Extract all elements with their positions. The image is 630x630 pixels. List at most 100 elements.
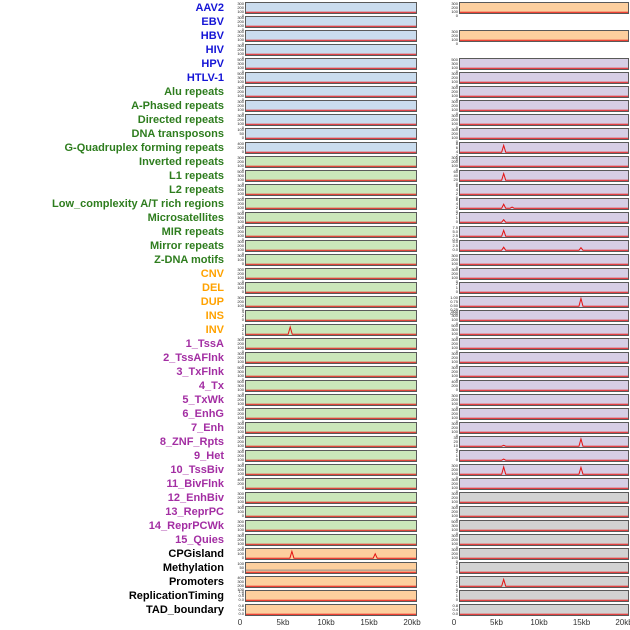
y-axis-tick-label: 100 [451, 9, 458, 14]
y-axis-ticks: 300 200 100 0 [417, 421, 459, 438]
signal-trace [246, 213, 416, 223]
y-axis-tick-label: 200 [451, 89, 458, 94]
y-axis-tick-label: 2 [455, 579, 458, 584]
y-axis-tick-label: 0 [455, 531, 458, 536]
y-axis-tick-label: 1 [455, 215, 458, 220]
track-row: AAV2 300 200 100 0 300 200 100 0 [0, 1, 630, 18]
track-label: 13_ReprPC [165, 506, 224, 518]
signal-trace [460, 73, 628, 83]
track-panel-right [459, 366, 629, 378]
y-axis-tick-label: 100 [451, 485, 458, 490]
track-panel-right [459, 450, 629, 462]
signal-trace [460, 227, 628, 237]
y-axis-tick-label: 200 [237, 397, 244, 402]
y-axis-tick-label: 100 [451, 471, 458, 476]
track-panel-right [459, 562, 629, 574]
x-axis-tick-label: 5kb [276, 618, 290, 627]
y-axis-tick-label: 0 [455, 83, 458, 88]
y-axis-tick-label: 0 [455, 111, 458, 116]
track-label: INV [205, 324, 224, 336]
track-panel-right [459, 338, 629, 350]
track-panel-left [245, 296, 417, 308]
track-label: Promoters [168, 576, 224, 588]
track-row: Mirror repeats 300 200 100 0 5.0 2.5 0.0 [0, 239, 630, 256]
track-panel-left [245, 366, 417, 378]
y-axis-tick-label: 200 [451, 5, 458, 10]
y-axis-tick-label: 100 [451, 359, 458, 364]
track-row: 3_TxFlnk 500 300 100 0 300 200 100 0 [0, 365, 630, 382]
y-axis-tick-label: 0 [241, 569, 244, 574]
y-axis-tick-label: 200 [451, 103, 458, 108]
y-axis-ticks: 300 200 100 0 [229, 183, 245, 200]
y-axis-tick-label: 100 [237, 561, 244, 566]
y-axis-ticks: 300 200 100 0 [229, 393, 245, 410]
y-axis-tick-label: 300 [237, 579, 244, 584]
track-row: L2 repeats 300 200 100 0 6 4 2 0 [0, 183, 630, 200]
y-axis-ticks: 0.8 0.4 0.0 [417, 603, 459, 617]
y-axis-tick-label: 100 [451, 429, 458, 434]
y-axis-ticks: 100 50 0 [229, 561, 245, 575]
track-panel-right [459, 72, 629, 84]
y-axis-tick-label: 300 [451, 351, 458, 356]
y-axis-ticks: 300 200 100 0 [417, 393, 459, 410]
track-panel-left [245, 254, 417, 266]
y-axis-tick-label: 0.4 [238, 607, 244, 612]
y-axis-tick-label: 500 [237, 365, 244, 370]
y-axis-ticks: 500 300 100 0 [229, 57, 245, 74]
y-axis-tick-label: 200 [237, 583, 244, 588]
y-axis-tick-label: 300 [237, 75, 244, 80]
y-axis-tick-label: 100 [237, 93, 244, 98]
y-axis-tick-label: 200 [237, 355, 244, 360]
y-axis-tick-label: 100 [237, 163, 244, 168]
y-axis-tick-label: 400 [237, 575, 244, 580]
signal-trace [246, 157, 416, 167]
y-axis-tick-label: 300 [237, 43, 244, 48]
signal-trace [246, 535, 416, 545]
x-axis-tick-label: 15kb [572, 618, 591, 627]
track-row: 11_BivFlnk 400 200 0 300 200 100 0 [0, 477, 630, 494]
y-axis-tick-label: 0.0 [452, 611, 458, 616]
signal-trace [246, 241, 416, 251]
y-axis-tick-label: 300 [237, 29, 244, 34]
y-axis-ticks: 300 200 100 0 [229, 267, 245, 284]
y-axis-tick-label: 10 [453, 443, 458, 448]
track-label: HPV [201, 58, 224, 70]
x-axis-tick-label: 10kb [317, 618, 335, 627]
y-axis-tick-label: 400 [237, 477, 244, 482]
y-axis-tick-label: 0 [241, 195, 244, 200]
track-row: 10_TssBiv 300 200 100 0 300 200 100 0 [0, 463, 630, 480]
y-axis-tick-label: 200 [237, 341, 244, 346]
track-label: 5_TxWk [182, 394, 224, 406]
y-axis-tick-label: 0.0 [238, 611, 244, 616]
signal-trace [460, 381, 628, 391]
track-panel-left [245, 506, 417, 518]
signal-trace [460, 101, 628, 111]
y-axis-tick-label: 0 [241, 97, 244, 102]
y-axis-ticks: 400 200 0 [417, 379, 459, 393]
y-axis-tick-label: 0 [455, 457, 458, 462]
y-axis-tick-label: 1 [455, 593, 458, 598]
track-panel-right [459, 254, 629, 266]
y-axis-tick-label: 0 [241, 149, 244, 154]
y-axis-ticks: 300 200 100 0 [417, 253, 459, 270]
track-label: 7_Enh [190, 422, 224, 434]
signal-trace [460, 507, 628, 517]
y-axis-tick-label: 200 [237, 117, 244, 122]
y-axis-tick-label: 100 [237, 551, 244, 556]
track-row: Z-DNA motifs 300 100 0 300 200 100 0 [0, 253, 630, 270]
y-axis-tick-label: 100 [237, 127, 244, 132]
y-axis-tick-label: 200 [237, 103, 244, 108]
y-axis-tick-label: 0 [455, 447, 458, 452]
y-axis-tick-label: 300 [237, 85, 244, 90]
y-axis-tick-label: 200 [237, 481, 244, 486]
signal-trace [460, 451, 628, 461]
y-axis-tick-label: 300 [237, 421, 244, 426]
y-axis-tick-label: 100 [237, 387, 244, 392]
y-axis-ticks: 300 200 100 0 [417, 267, 459, 284]
track-label: MIR repeats [161, 226, 224, 238]
y-axis-tick-label: 200 [237, 243, 244, 248]
track-panel-left [245, 422, 417, 434]
